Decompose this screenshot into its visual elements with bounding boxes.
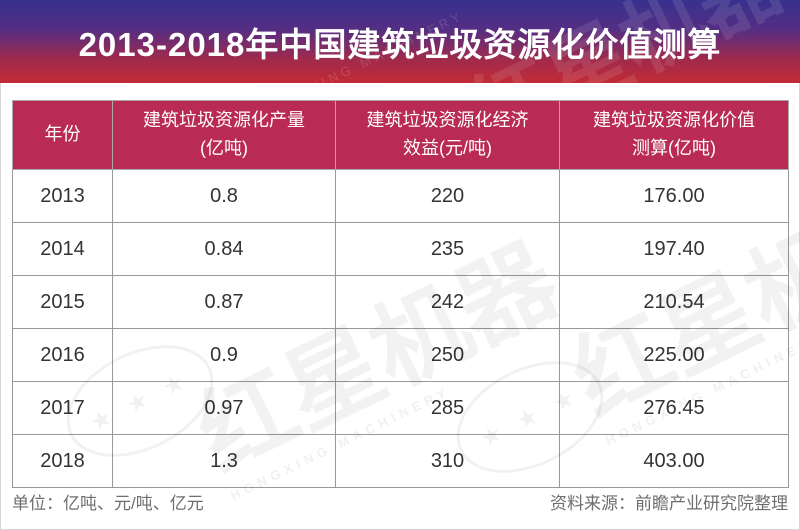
- cell-benefit: 220: [335, 169, 560, 223]
- page-title: 2013-2018年中国建筑垃圾资源化价值测算: [78, 25, 722, 63]
- cell-output: 0.8: [112, 169, 336, 223]
- col-header-year: 年份: [12, 100, 113, 170]
- cell-output: 0.84: [112, 222, 336, 276]
- col-header-benefit: 建筑垃圾资源化经济 效益(元/吨): [335, 100, 560, 170]
- cell-year: 2016: [12, 328, 113, 382]
- data-table: 年份 建筑垃圾资源化产量 (亿吨) 建筑垃圾资源化经济 效益(元/吨) 建筑垃圾…: [12, 100, 789, 488]
- cell-benefit: 242: [335, 275, 560, 329]
- title-banner: 红星机器 HONGXING MACHINERY 2013-2018年中国建筑垃圾…: [0, 0, 800, 83]
- cell-value: 403.00: [559, 434, 789, 488]
- cell-output: 0.97: [112, 381, 336, 435]
- cell-value: 225.00: [559, 328, 789, 382]
- table-row: 2017 0.97 285 276.45: [12, 381, 789, 435]
- col-header-value: 建筑垃圾资源化价值 测算(亿吨): [559, 100, 789, 170]
- cell-benefit: 250: [335, 328, 560, 382]
- source-note: 资料来源：前瞻产业研究院整理: [550, 494, 788, 513]
- table-row: 2015 0.87 242 210.54: [12, 275, 789, 329]
- cell-benefit: 285: [335, 381, 560, 435]
- cell-year: 2017: [12, 381, 113, 435]
- cell-year: 2014: [12, 222, 113, 276]
- cell-value: 197.40: [559, 222, 789, 276]
- unit-note: 单位：亿吨、元/吨、亿元: [12, 494, 204, 513]
- table-row: 2018 1.3 310 403.00: [12, 434, 789, 488]
- cell-year: 2015: [12, 275, 113, 329]
- table-row: 2016 0.9 250 225.00: [12, 328, 789, 382]
- cell-output: 0.9: [112, 328, 336, 382]
- cell-year: 2018: [12, 434, 113, 488]
- cell-output: 1.3: [112, 434, 336, 488]
- table-row: 2014 0.84 235 197.40: [12, 222, 789, 276]
- cell-year: 2013: [12, 169, 113, 223]
- cell-output: 0.87: [112, 275, 336, 329]
- table-header-row: 年份 建筑垃圾资源化产量 (亿吨) 建筑垃圾资源化经济 效益(元/吨) 建筑垃圾…: [12, 100, 789, 170]
- cell-value: 276.45: [559, 381, 789, 435]
- cell-value: 210.54: [559, 275, 789, 329]
- table-row: 2013 0.8 220 176.00: [12, 169, 789, 223]
- cell-benefit: 235: [335, 222, 560, 276]
- cell-value: 176.00: [559, 169, 789, 223]
- cell-benefit: 310: [335, 434, 560, 488]
- footnotes: 单位：亿吨、元/吨、亿元 资料来源：前瞻产业研究院整理: [12, 489, 788, 514]
- col-header-output: 建筑垃圾资源化产量 (亿吨): [112, 100, 336, 170]
